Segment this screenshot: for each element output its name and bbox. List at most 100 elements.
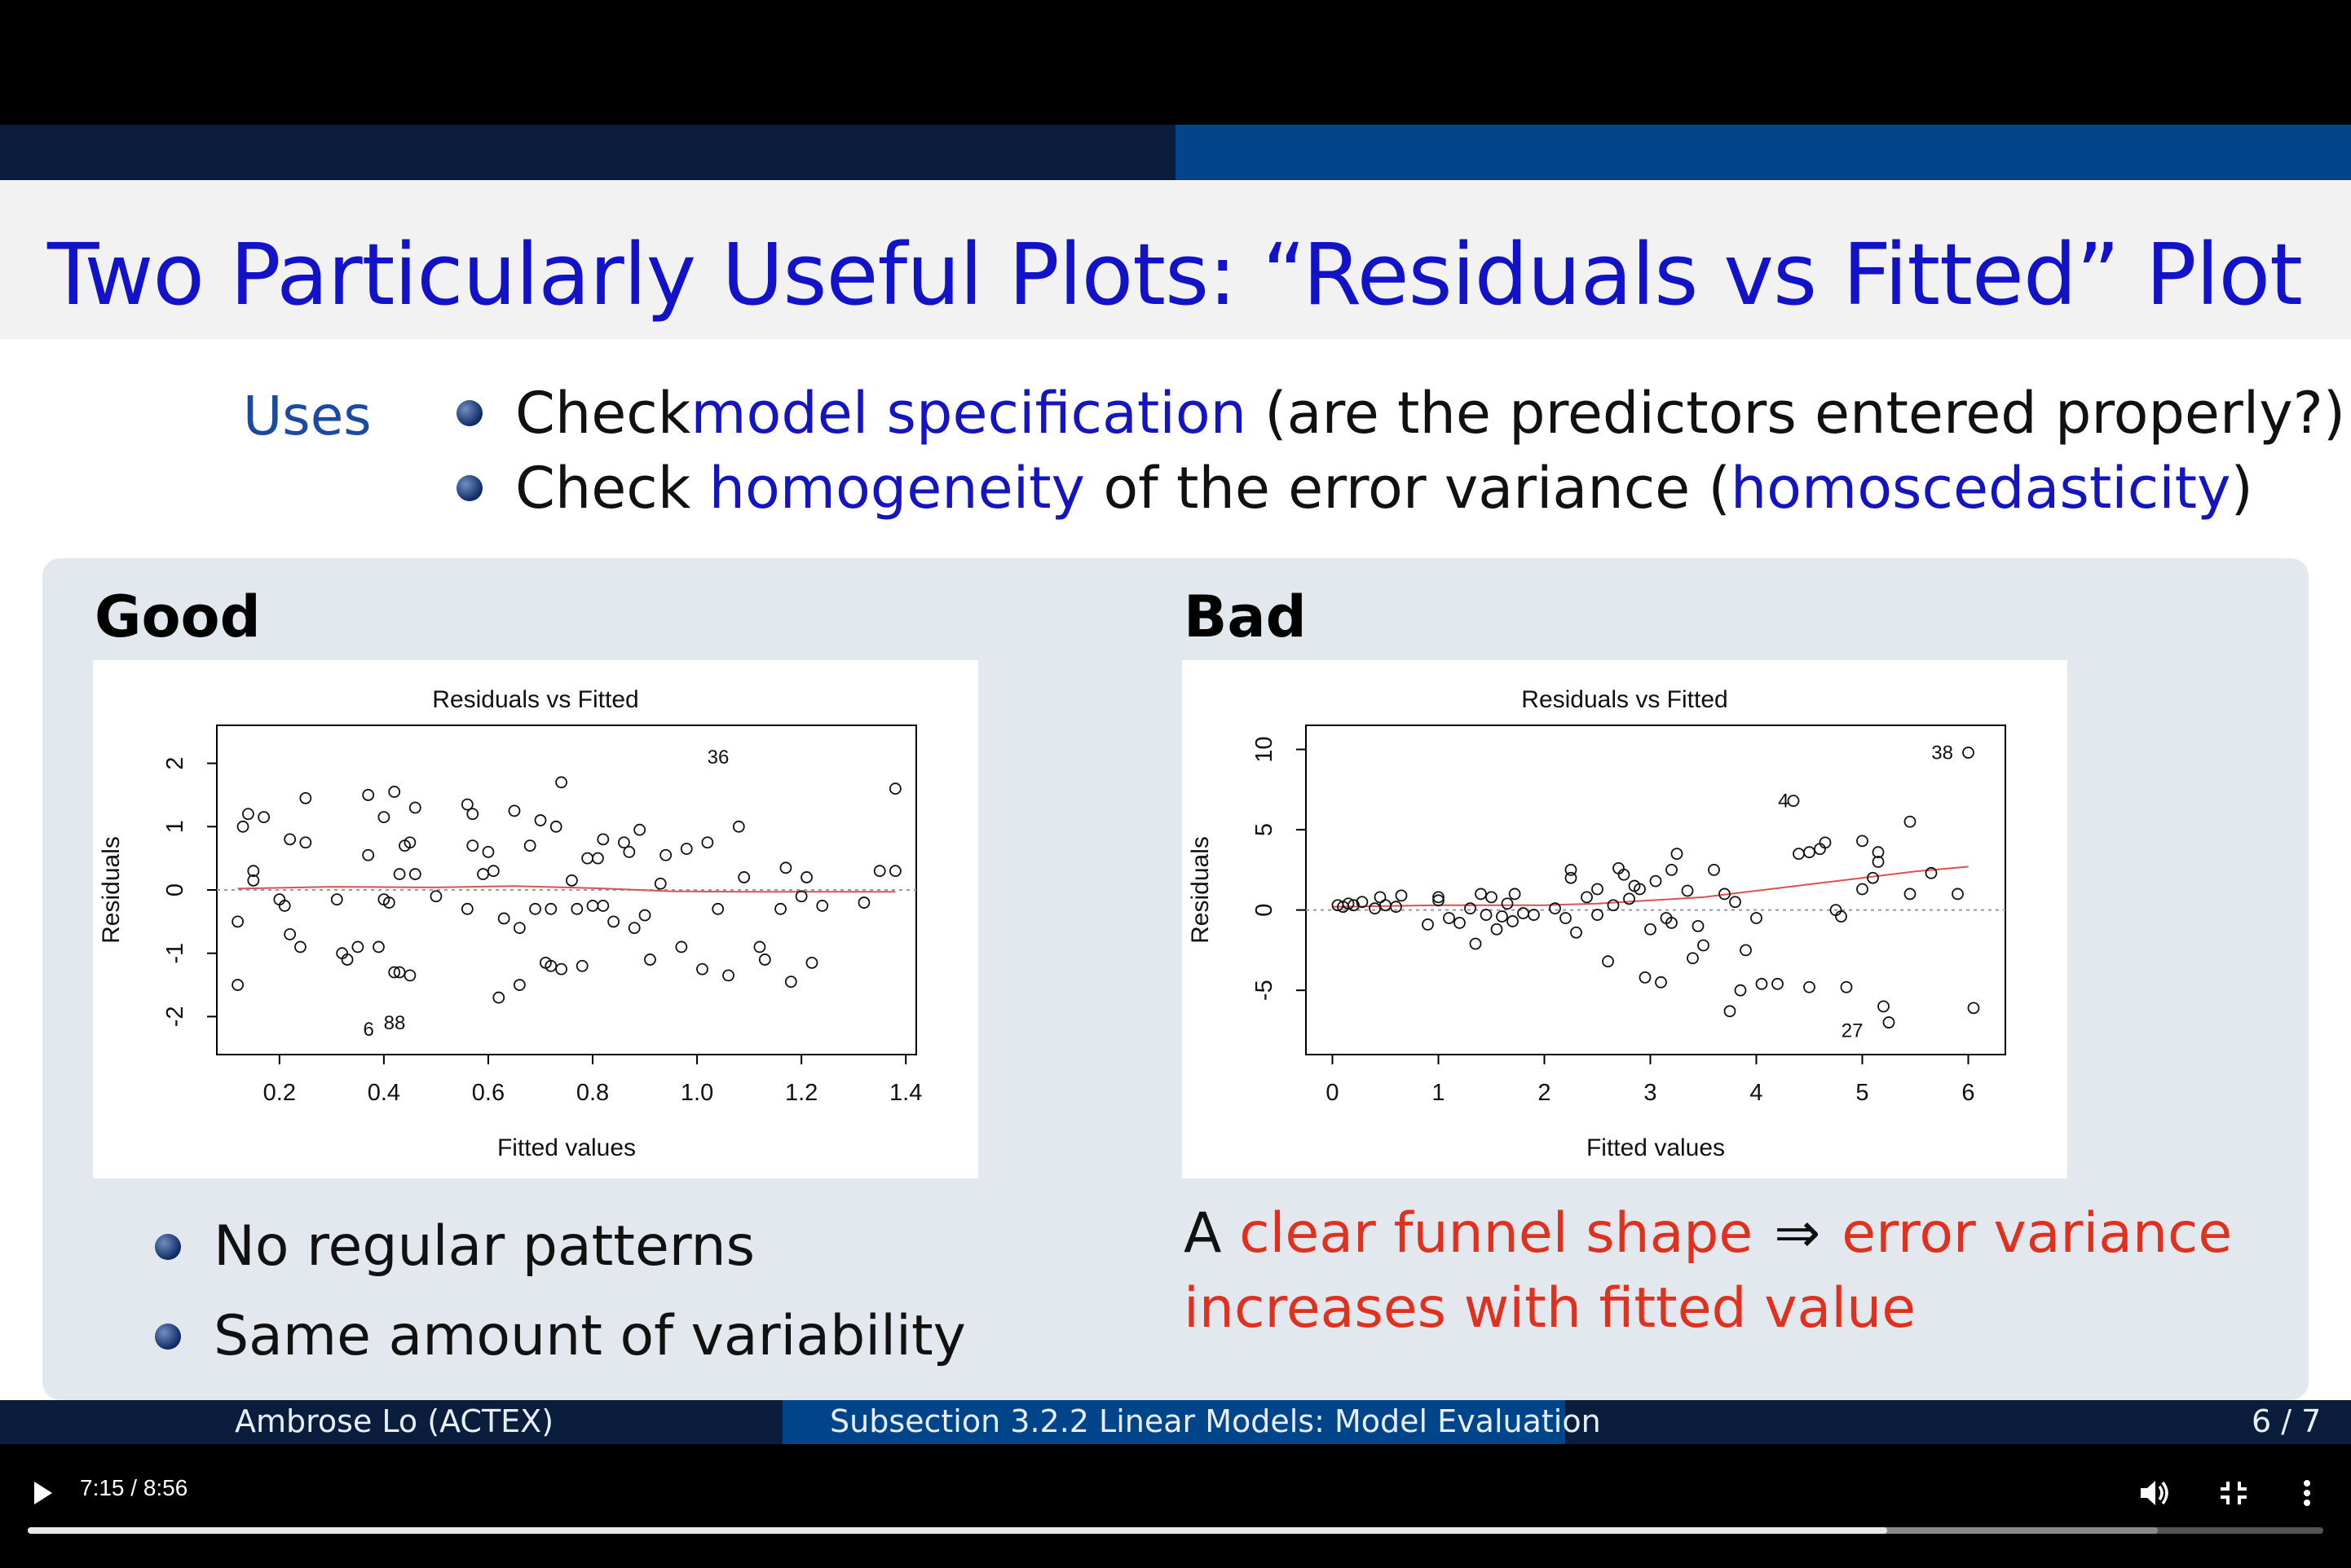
smoother-line [1332,865,1969,908]
bullet-text-post: (are the predictors entered properly?) [1246,380,2346,447]
bullet-highlight: homogeneity [708,455,1086,522]
bad-residuals-plot: Residuals vs Fitted 0 1 2 3 4 5 6 -5 0 5 10 Fitted v… [1182,660,2067,1178]
data-point [680,843,693,855]
x-tick-label: 0.2 [263,1080,296,1106]
data-point [1665,863,1678,876]
data-point [1750,912,1762,924]
data-point [236,820,249,833]
data-point [1369,902,1381,915]
data-point [1395,889,1408,902]
data-point [1856,883,1868,896]
volume-button[interactable] [2134,1473,2177,1513]
data-point [284,833,297,846]
data-point [393,966,406,979]
data-point [294,940,307,954]
smoother-line [237,885,896,893]
data-point [1617,868,1630,881]
bullet-highlight-2: homoscedasticity [1730,455,2231,522]
data-point [1793,848,1805,861]
data-point [508,804,521,817]
data-point [549,820,562,833]
data-point [487,865,500,878]
data-point [1877,1000,1890,1013]
data-point [586,900,599,912]
data-point [805,956,818,969]
volume-icon [2141,1481,2168,1505]
data-point [1903,888,1917,901]
y-axis-label: Residuals [98,836,125,944]
video-letterbox-top [0,0,2351,125]
data-point [1464,902,1476,915]
data-point [1655,976,1667,989]
data-point [388,786,401,798]
data-point [1432,894,1445,907]
data-point [1835,910,1847,923]
more-options-button[interactable] [2291,1473,2323,1513]
data-point [576,959,589,972]
y-axis-label: Residuals [1187,836,1214,944]
data-point [1602,955,1614,968]
data-point [1490,923,1503,936]
progress-played [28,1527,1887,1534]
data-point [1517,907,1529,919]
data-point [1872,846,1885,859]
data-point [1687,952,1699,965]
data-point [466,808,479,821]
exit-fullscreen-icon [2221,1482,2247,1504]
data-point [1501,897,1514,910]
y-tick-label: 0 [162,883,188,896]
data-point [889,782,902,795]
data-point [816,900,829,912]
data-point [1348,899,1360,912]
play-button[interactable] [23,1473,62,1513]
data-point [1771,977,1784,990]
data-point [341,954,354,966]
data-point [555,962,567,976]
data-point [1570,926,1582,939]
data-point [1443,912,1455,924]
bullet-model-specification: Check model specification (are the predi… [457,380,2345,447]
data-point [377,811,390,824]
data-point [1803,846,1815,859]
bullet-icon [457,475,483,501]
data-point [232,915,245,928]
data-point [1867,871,1879,884]
implies-arrow: ⇒ [1774,1201,1821,1266]
data-point [1729,896,1741,909]
data-point [1528,909,1540,921]
y-tick-label: -2 [162,1006,188,1027]
exit-fullscreen-button[interactable] [2212,1473,2255,1513]
bullet-icon [155,1323,181,1350]
data-point [299,791,312,804]
data-point [592,852,604,865]
data-point [1506,915,1519,927]
data-point [482,845,495,858]
slide-title-bar [0,180,2351,339]
data-point [247,874,260,887]
data-point [644,954,656,966]
data-point [1967,1002,1980,1015]
data-point [858,896,871,909]
data-point [607,915,620,928]
data-point [873,865,886,878]
y-tick-label: 2 [162,757,188,770]
data-point [1480,909,1493,921]
data-point [529,902,541,915]
data-point [408,801,421,814]
data-point [1819,836,1832,849]
data-point [675,940,688,954]
x-tick-label: 6 [1961,1080,1974,1106]
play-icon [34,1482,52,1504]
data-point [738,871,751,883]
data-point [1697,939,1709,952]
data-point [701,836,714,849]
x-tick-label: 1 [1431,1080,1445,1106]
data-point [1581,891,1593,904]
time-display: 7:15 / 8:56 [80,1475,188,1500]
data-point [732,820,745,833]
data-point [1422,918,1434,931]
slide-header-band-right [1176,125,2351,180]
data-point [1952,888,1964,901]
footer-section: Subsection 3.2.2 Linear Models: Model Ev… [830,1403,1601,1439]
data-point [758,954,771,966]
